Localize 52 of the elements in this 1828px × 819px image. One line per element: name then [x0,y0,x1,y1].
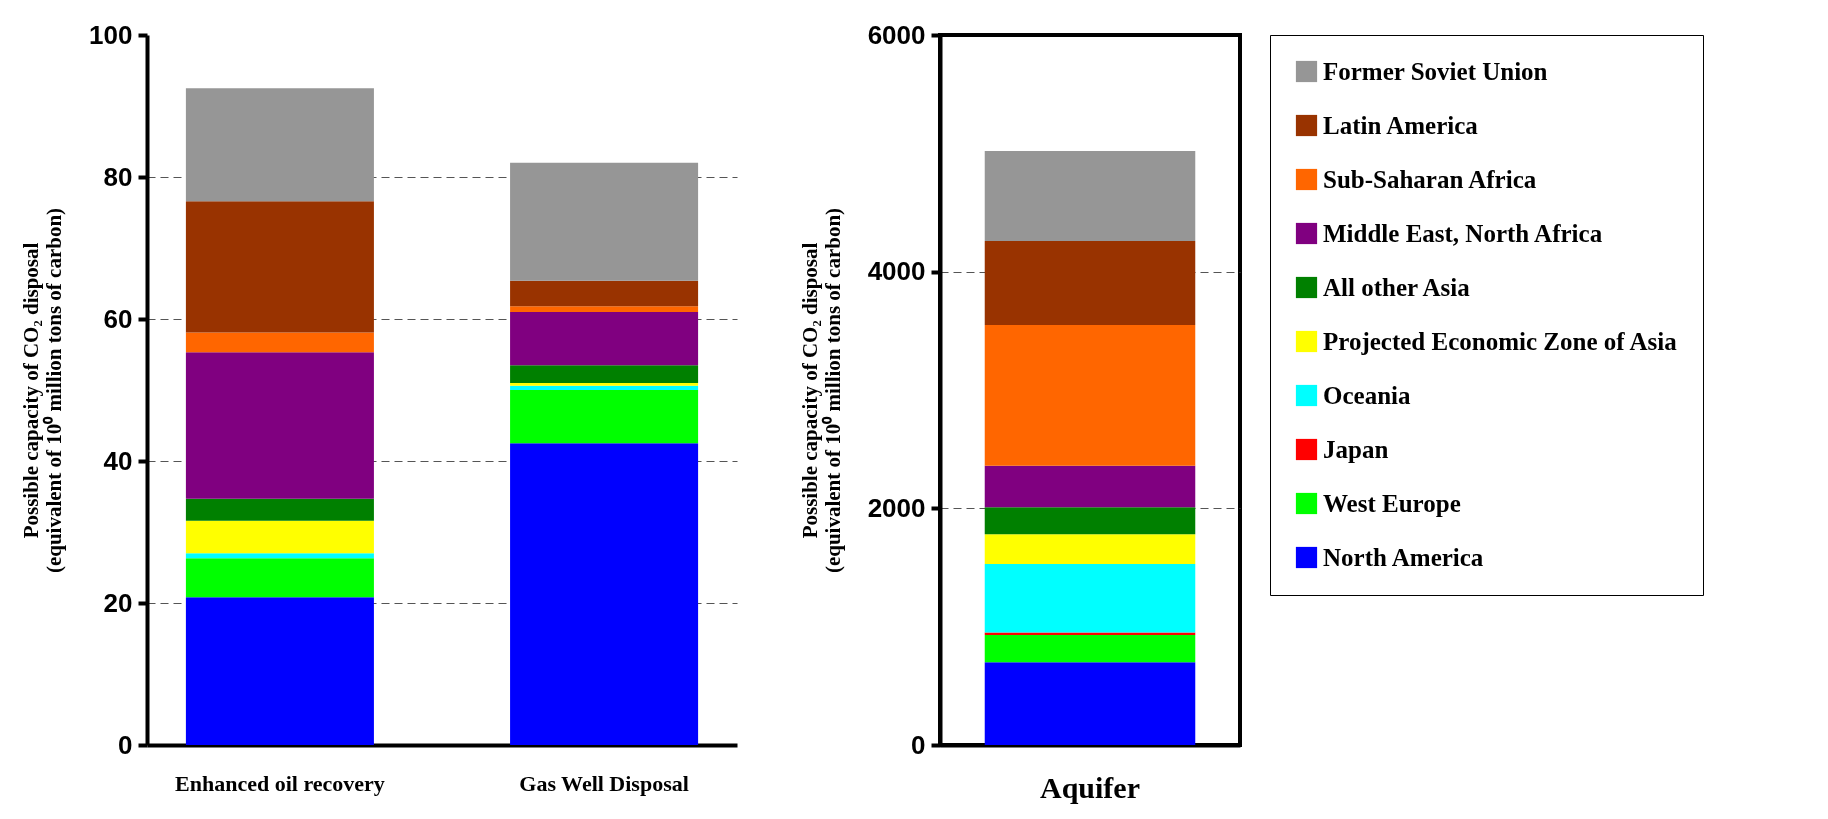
legend-label: Oceania [1323,381,1411,409]
bar [510,443,699,745]
bar [185,558,374,598]
bar [510,385,699,390]
bar [984,507,1196,535]
legend-label: Former Soviet Union [1323,57,1548,85]
x-tick-label: Enhanced oil recovery [175,770,385,796]
bar [185,88,374,202]
bar [510,311,699,366]
legend-label: Japan [1323,435,1389,463]
y-axis-title: Possible capacity of CO₂ disposal (equivalent of 10⁰ million tons of carbon) [797,207,845,574]
y-tick-label: 0 [911,729,926,760]
y-tick-label: 80 [103,161,133,192]
x-tick-label: Aquifer [1040,770,1140,804]
legend-label: Sub-Saharan Africa [1323,165,1537,193]
bar [984,240,1196,325]
y-tick-label: 60 [103,303,133,334]
bar [510,280,699,307]
legend-label: Middle East, North Africa [1323,219,1603,247]
y-tick-label: 20 [103,587,133,618]
bar [510,390,699,444]
legend-label: North America [1323,543,1484,571]
bar [185,498,374,521]
legend-label: Projected Economic Zone of Asia [1323,327,1678,355]
y-tick-label: 0 [118,729,133,760]
bar [510,306,699,312]
bar [984,150,1196,241]
y-tick-label: 100 [89,19,133,50]
bar [984,465,1196,508]
y-tick-label: 6000 [867,19,926,50]
legend-label: West Europe [1323,489,1461,517]
x-tick-label: Gas Well Disposal [519,770,689,796]
y-tick-label: 2000 [867,492,926,523]
legend-label: All other Asia [1323,273,1471,301]
bar [984,662,1196,745]
bar [984,563,1196,633]
bar [185,201,374,333]
bar [984,324,1196,466]
bar [510,162,699,281]
bar [984,534,1196,564]
bar [510,382,699,386]
bar [185,553,374,559]
bar [185,520,374,554]
legend-label: Latin America [1323,111,1479,139]
y-tick-label: 4000 [867,256,926,287]
bar [185,332,374,353]
bar [510,365,699,383]
y-axis-title: Possible capacity of CO₂ disposal (equivalent of 10⁰ million tons of carbon) [19,207,67,574]
y-tick-label: 40 [103,445,133,476]
bar [984,634,1196,663]
bar [185,597,374,745]
bar [185,352,374,499]
